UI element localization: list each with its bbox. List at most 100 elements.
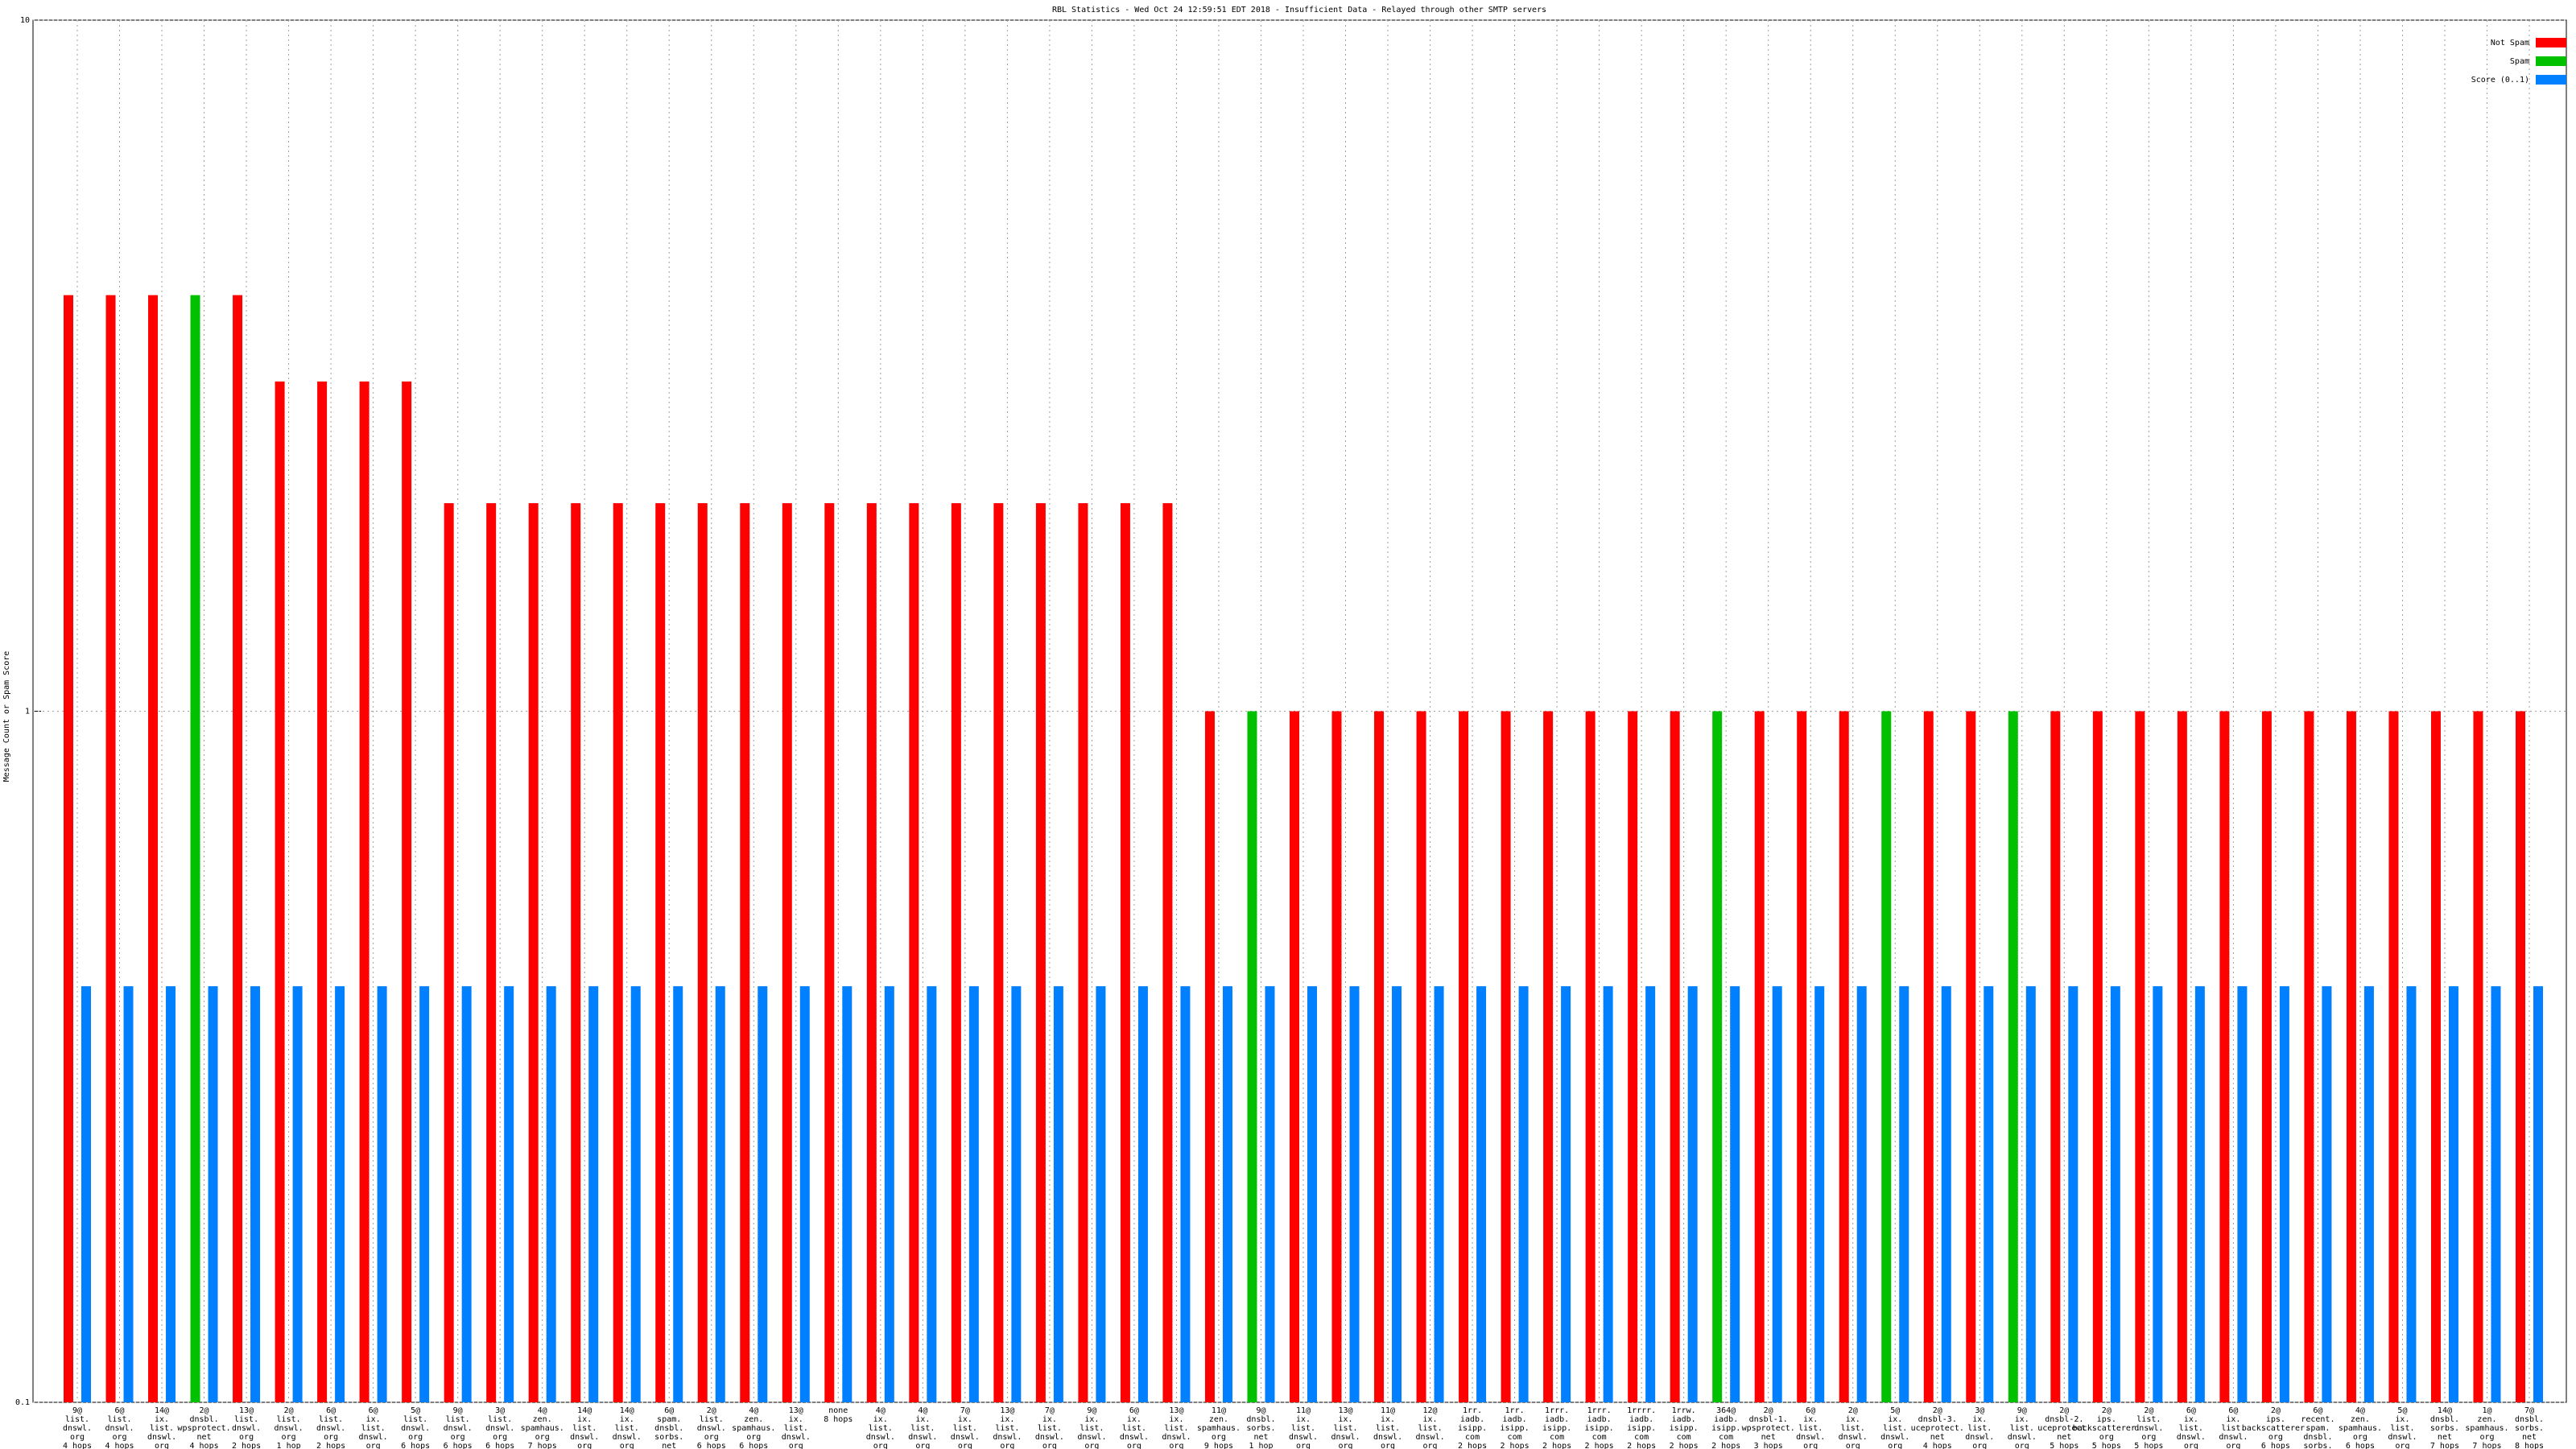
x-tick-label: org — [577, 1442, 592, 1449]
x-tick-label: ix. — [155, 1415, 169, 1424]
x-tick-label: spamhaus. — [1197, 1424, 1241, 1433]
x-tick-label: org — [2353, 1433, 2368, 1442]
x-tick-label: 4@ — [918, 1406, 927, 1415]
bar — [2516, 711, 2525, 1402]
bar — [2194, 986, 2205, 1402]
x-tick-label: 1rrrr. — [1627, 1406, 1656, 1415]
bar — [317, 381, 328, 1403]
x-tick-label: spamhaus. — [2465, 1424, 2508, 1433]
x-tick-label: 2@ — [1933, 1406, 1942, 1415]
x-tick-label: ix. — [1127, 1415, 1141, 1424]
x-tick-label: dnswl. — [866, 1433, 895, 1442]
x-tick-label: 3 hops — [1754, 1442, 1783, 1449]
bar — [1137, 986, 1148, 1402]
x-tick-label: spamhaus. — [732, 1424, 775, 1433]
bar — [613, 503, 623, 1403]
x-tick-label: 2@ — [2059, 1406, 2069, 1415]
x-tick-label: iadb. — [1503, 1415, 1527, 1424]
bar — [1349, 986, 1360, 1402]
x-tick-label: ix. — [1169, 1415, 1183, 1424]
x-tick-label: list. — [1376, 1424, 1400, 1433]
x-tick-label: 7 hops — [2472, 1442, 2501, 1449]
x-tick-label: dnswl. — [1839, 1433, 1868, 1442]
y-tick-label: 1 — [25, 708, 30, 716]
x-tick-label: ips. — [2097, 1415, 2116, 1424]
x-tick-label: org — [112, 1433, 126, 1442]
x-tick-label: list. — [277, 1415, 301, 1424]
x-tick-label: net — [2522, 1433, 2537, 1442]
x-tick-label: dnswl. — [444, 1424, 473, 1433]
bar — [2304, 711, 2314, 1402]
x-tick-label: org — [1169, 1442, 1183, 1449]
bar — [528, 503, 539, 1403]
x-tick-label: ix. — [2226, 1415, 2240, 1424]
x-tick-label: org — [1338, 1442, 1352, 1449]
bar — [105, 295, 116, 1403]
x-tick-label: dnswl. — [993, 1433, 1022, 1442]
legend-swatch — [2536, 56, 2566, 66]
x-tick-label: dnswl. — [275, 1424, 303, 1433]
x-tick-label: dnsbl-1. — [1749, 1415, 1788, 1424]
x-tick-label: com — [1508, 1433, 1522, 1442]
x-tick-label: net — [1761, 1433, 1776, 1442]
x-tick-label: list. — [869, 1424, 893, 1433]
x-tick-label: 8 hops — [2515, 1442, 2544, 1449]
x-tick-label: 6 hops — [485, 1442, 514, 1449]
x-tick-label: zen. — [533, 1415, 552, 1424]
x-tick-label: ix. — [1381, 1415, 1395, 1424]
x-tick-label: dnswl. — [232, 1424, 261, 1433]
bar — [1797, 711, 1807, 1402]
x-tick-label: 5 hops — [2134, 1442, 2163, 1449]
bar — [630, 986, 641, 1402]
x-tick-label: dnswl. — [1289, 1433, 1318, 1442]
x-tick-label: org — [535, 1433, 550, 1442]
x-tick-label: spam. — [657, 1415, 681, 1424]
bar — [81, 986, 91, 1402]
bar — [588, 986, 599, 1402]
x-tick-label: 6@ — [2228, 1406, 2238, 1415]
x-tick-label: 1rrr. — [1545, 1406, 1569, 1415]
bar — [1518, 986, 1529, 1402]
x-tick-label: list. — [1164, 1424, 1188, 1433]
x-tick-label: 6@ — [2186, 1406, 2196, 1415]
x-tick-label: org — [958, 1442, 972, 1449]
x-tick-label: 7@ — [1045, 1406, 1055, 1415]
x-tick-label: dnswl. — [1035, 1433, 1064, 1442]
x-tick-label: dnswl. — [1880, 1433, 1909, 1442]
x-tick-label: 6 hops — [697, 1442, 726, 1449]
bar — [504, 986, 514, 1402]
bar — [444, 503, 454, 1403]
x-tick-label: ix. — [958, 1415, 972, 1424]
bar — [335, 986, 345, 1402]
x-tick-label: list. — [1038, 1424, 1062, 1433]
bar — [546, 986, 556, 1402]
x-tick-label: 2 hops — [1542, 1442, 1571, 1449]
x-tick-label: dnsbl. — [1246, 1415, 1275, 1424]
x-tick-label: 6 hops — [444, 1442, 473, 1449]
bar — [1814, 986, 1825, 1402]
x-tick-label: sorbs. — [2430, 1424, 2459, 1433]
x-tick-label: list. — [615, 1424, 639, 1433]
x-tick-label: ix. — [2395, 1415, 2409, 1424]
x-tick-label: 6 hops — [401, 1442, 430, 1449]
bar — [1476, 986, 1487, 1402]
x-tick-label: 6@ — [1129, 1406, 1139, 1415]
x-tick-label: org — [1084, 1442, 1099, 1449]
bar — [1204, 711, 1215, 1402]
x-tick-label: 7@ — [2524, 1406, 2534, 1415]
bar — [1645, 986, 1656, 1402]
x-tick-label: org — [1296, 1442, 1311, 1449]
x-tick-label: 1rrw. — [1672, 1406, 1696, 1415]
x-tick-label: org — [1042, 1442, 1057, 1449]
bar — [292, 986, 303, 1402]
bar — [968, 986, 979, 1402]
x-tick-label: ix. — [1042, 1415, 1057, 1424]
bar — [377, 986, 387, 1402]
x-tick-label: dnswl. — [1331, 1433, 1360, 1442]
legend-swatch — [2536, 38, 2566, 47]
bar — [655, 503, 666, 1403]
x-tick-label: 3@ — [1975, 1406, 1984, 1415]
bar — [1265, 986, 1275, 1402]
x-tick-label: 2@ — [200, 1406, 209, 1415]
x-tick-label: zen. — [1209, 1415, 1228, 1424]
